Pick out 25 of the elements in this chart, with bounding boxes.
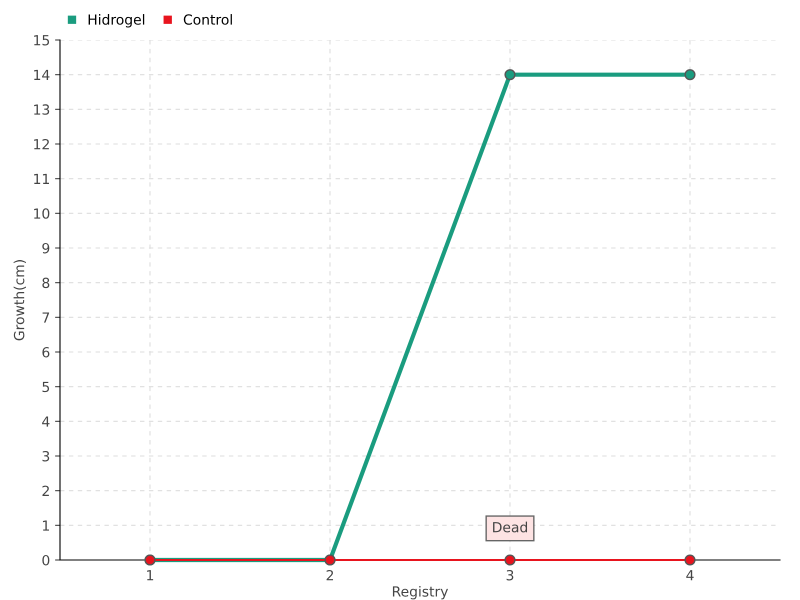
y-tick-label: 14 xyxy=(34,70,50,80)
annotation: Dead xyxy=(493,522,528,532)
y-tick-label: 10 xyxy=(34,208,50,219)
y-tick-label: 8 xyxy=(42,278,50,288)
y-tick-label: 4 xyxy=(42,416,50,427)
y-tick-label: 3 xyxy=(42,450,50,462)
x-tick-label: 2 xyxy=(326,570,334,580)
y-tick-label: 11 xyxy=(34,174,49,184)
y-tick-label: 6 xyxy=(42,346,50,358)
x-tick-label: 4 xyxy=(686,570,694,580)
y-tick-label: 7 xyxy=(42,312,50,323)
y-tick-label: 9 xyxy=(42,242,50,254)
legend-label: Control xyxy=(184,14,232,25)
y-axis-title: Growth(cm) xyxy=(14,260,26,340)
y-tick-label: 12 xyxy=(34,138,49,150)
y-tick-label: 1 xyxy=(42,520,49,531)
legend-label: Hidrogel xyxy=(88,14,144,28)
y-tick-label: 5 xyxy=(42,382,50,392)
x-axis-title: Registry xyxy=(392,586,448,600)
y-tick-label: 13 xyxy=(34,104,50,115)
y-tick-label: 15 xyxy=(34,35,50,46)
x-tick-label: 3 xyxy=(506,570,514,580)
y-tick-label: 2 xyxy=(42,486,49,496)
x-tick-label: 1 xyxy=(147,570,154,580)
y-tick-label: 0 xyxy=(42,554,50,566)
